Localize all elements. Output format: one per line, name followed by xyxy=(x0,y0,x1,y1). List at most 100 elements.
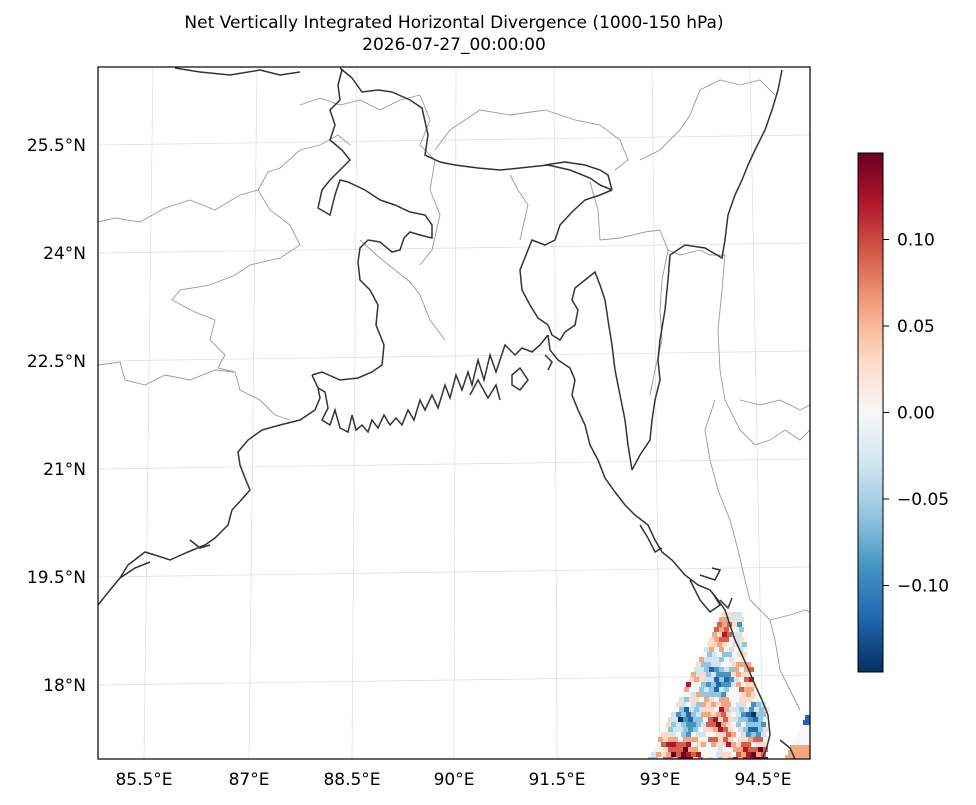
field-pixel xyxy=(683,717,688,722)
field-pixel xyxy=(738,717,743,722)
field-pixel xyxy=(661,742,666,747)
field-pixel xyxy=(719,687,724,692)
field-pixel xyxy=(704,707,709,712)
field-pixel xyxy=(684,707,689,712)
field-pixel xyxy=(741,692,746,697)
field-pixel xyxy=(724,697,729,702)
field-pixel xyxy=(679,697,684,702)
field-pixel xyxy=(744,667,749,672)
field-pixel xyxy=(706,712,711,717)
field-pixel xyxy=(711,742,716,747)
field-pixel xyxy=(716,662,721,667)
map-frame xyxy=(97,66,811,760)
field-pixel xyxy=(754,697,759,702)
field-pixel xyxy=(808,720,810,725)
field-pixel xyxy=(726,692,731,697)
field-pixel xyxy=(673,737,678,742)
state-borders xyxy=(98,79,810,711)
field-pixel xyxy=(736,752,741,757)
lat-label: 22.5°N xyxy=(27,352,86,372)
field-pixel xyxy=(656,742,661,747)
field-pixel xyxy=(734,647,739,652)
field-pixel xyxy=(724,627,729,632)
field-pixel xyxy=(689,707,694,712)
title-line-2: 2026-07-27_00:00:00 xyxy=(362,35,546,55)
field-pixel xyxy=(721,732,726,737)
field-pixel xyxy=(719,667,724,672)
field-pixel xyxy=(661,752,666,757)
field-pixel xyxy=(709,637,714,642)
field-pixel xyxy=(729,677,734,682)
field-pixel xyxy=(706,732,711,737)
field-pixel xyxy=(741,672,746,677)
field-pixel xyxy=(748,727,753,732)
field-pixel xyxy=(718,737,723,742)
field-pixel xyxy=(716,752,721,757)
field-pixel xyxy=(684,687,689,692)
field-pixel xyxy=(805,725,810,730)
field-pixel xyxy=(726,662,731,667)
field-pixel xyxy=(703,747,708,752)
field-pixel xyxy=(713,757,718,759)
field-pixel xyxy=(696,742,701,747)
field-pixel xyxy=(707,642,712,647)
field-pixel xyxy=(803,740,808,745)
field-pixel xyxy=(704,697,709,702)
field-pixel xyxy=(805,715,810,720)
field-pixel xyxy=(734,627,739,632)
field-pixel xyxy=(741,752,746,757)
field-pixel xyxy=(726,702,731,707)
field-pixel xyxy=(729,707,734,712)
field-pixel xyxy=(673,717,678,722)
field-pixel xyxy=(706,752,711,757)
field-pixel xyxy=(756,702,761,707)
field-pixel xyxy=(761,732,766,737)
field-pixel xyxy=(663,737,668,742)
field-pixel xyxy=(736,742,741,747)
field-pixel xyxy=(691,742,696,747)
field-pixel xyxy=(686,702,691,707)
field-pixel xyxy=(706,672,711,677)
field-pixel xyxy=(701,732,706,737)
gridlines xyxy=(98,67,810,759)
field-pixel xyxy=(673,727,678,732)
field-pixel xyxy=(719,647,724,652)
field-pixel xyxy=(733,717,738,722)
field-pixel xyxy=(726,712,731,717)
field-pixel xyxy=(758,747,763,752)
field-pixel xyxy=(713,737,718,742)
field-pixel xyxy=(798,750,803,755)
field-pixel xyxy=(686,752,691,757)
field-pixel xyxy=(746,752,751,757)
field-pixel xyxy=(734,677,739,682)
field-pixel xyxy=(758,727,763,732)
field-pixel xyxy=(714,677,719,682)
field-pixel xyxy=(678,737,683,742)
field-pixel xyxy=(709,647,714,652)
field-pixel xyxy=(734,707,739,712)
field-pixel xyxy=(717,632,722,637)
field-pixel xyxy=(701,712,706,717)
field-pixel xyxy=(731,702,736,707)
field-pixel xyxy=(737,632,742,637)
field-pixel xyxy=(795,735,800,740)
field-pixel xyxy=(716,702,721,707)
chart-title: Net Vertically Integrated Horizontal Div… xyxy=(98,12,810,56)
field-pixel xyxy=(743,737,748,742)
field-pixel xyxy=(701,672,706,677)
colorbar-tick-label: 0.10 xyxy=(897,231,935,251)
field-pixel xyxy=(753,727,758,732)
field-pixel xyxy=(716,692,721,697)
field-pixel xyxy=(688,737,693,742)
field-pixel xyxy=(671,722,676,727)
field-pixel xyxy=(716,742,721,747)
field-pixel xyxy=(732,622,737,627)
field-pixel xyxy=(684,697,689,702)
field-pixel xyxy=(723,757,728,759)
field-pixel xyxy=(681,712,686,717)
field-pixel xyxy=(719,677,724,682)
colorbar-tick-label: −0.10 xyxy=(897,577,949,597)
field-pixel xyxy=(724,687,729,692)
field-pixel xyxy=(800,755,805,759)
field-pixel xyxy=(734,667,739,672)
